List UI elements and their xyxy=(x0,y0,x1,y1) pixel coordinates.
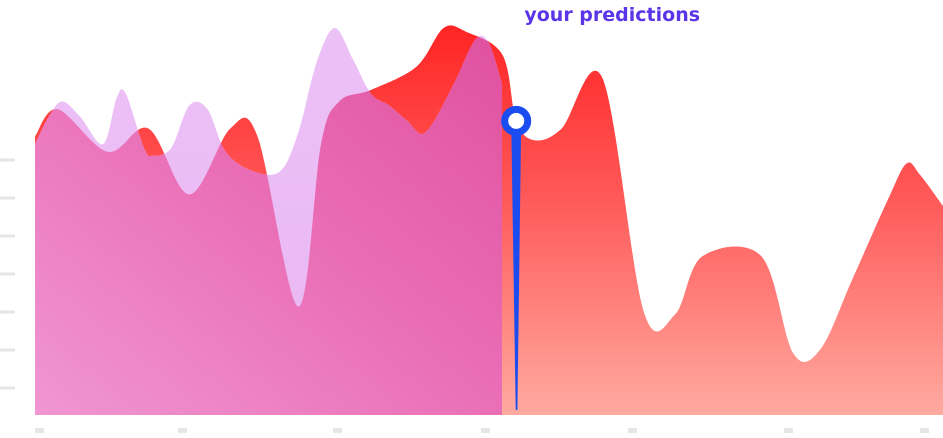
y-tick-5 xyxy=(0,348,15,352)
y-tick-0 xyxy=(0,158,15,162)
x-tick-4 xyxy=(628,428,637,433)
x-tick-1 xyxy=(178,428,187,433)
x-tick-5 xyxy=(784,428,793,433)
pink-red-overlap-area xyxy=(35,27,502,415)
x-axis-ticks xyxy=(35,428,929,433)
y-tick-1 xyxy=(0,196,15,200)
your-predictions-label: your predictions xyxy=(524,4,700,26)
prediction-marker-line[interactable] xyxy=(511,120,522,411)
y-tick-4 xyxy=(0,310,15,314)
y-tick-3 xyxy=(0,272,15,276)
x-tick-0 xyxy=(35,428,44,433)
y-axis-ticks xyxy=(0,158,15,390)
y-tick-6 xyxy=(0,386,15,390)
y-tick-2 xyxy=(0,234,15,238)
x-tick-2 xyxy=(333,428,342,433)
x-tick-3 xyxy=(481,428,490,433)
x-tick-6 xyxy=(920,428,929,433)
prediction-handle[interactable] xyxy=(501,105,532,136)
